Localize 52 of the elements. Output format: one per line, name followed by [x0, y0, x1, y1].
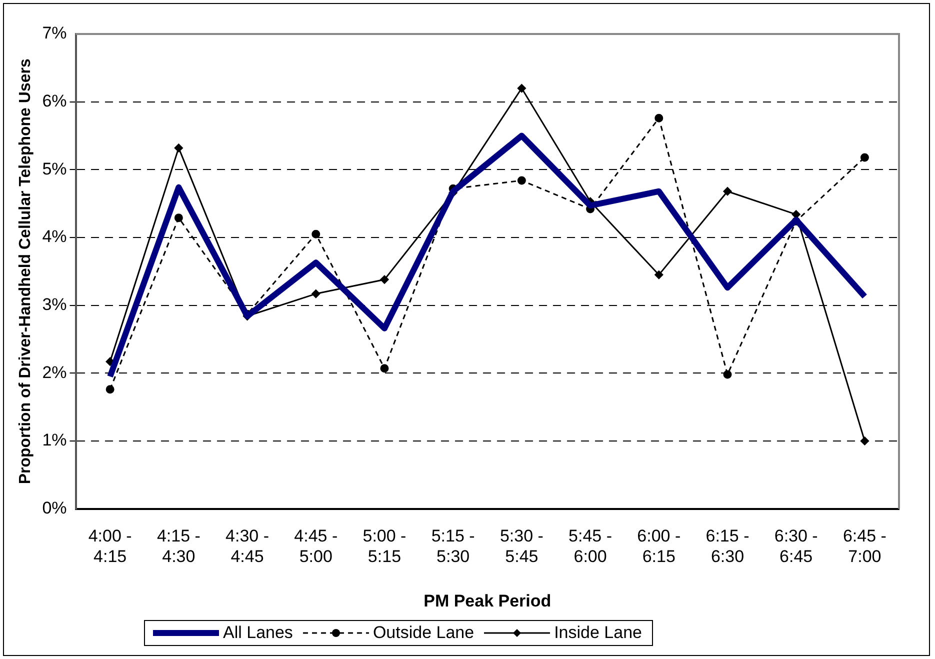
y-tick-label: 5% [42, 159, 67, 178]
category-label: 4:45 - [294, 526, 338, 546]
category-label: 6:45 [780, 547, 813, 566]
point [517, 176, 526, 185]
category-label: 5:00 - [362, 526, 406, 546]
point [380, 275, 389, 284]
point [174, 214, 183, 222]
category-label: 4:30 - [226, 526, 270, 546]
y-tick-label: 7% [42, 24, 67, 43]
category-label: 5:15 [368, 547, 402, 566]
category-label: 4:00 - [88, 526, 132, 546]
category-label: 6:30 - [774, 526, 818, 546]
category-label: 6:15 - [706, 526, 750, 546]
category-label: 5:15 - [431, 526, 475, 546]
point [380, 364, 389, 373]
point [517, 84, 526, 93]
point [654, 270, 664, 280]
point [723, 187, 732, 196]
category-label: 6:00 [574, 547, 607, 566]
category-label: 7:00 [848, 547, 882, 566]
category-label: 4:15 - [156, 526, 200, 546]
category-label: 4:30 [162, 547, 196, 566]
category-label: 4:45 [230, 547, 264, 566]
legend-label: Inside Lane [554, 623, 642, 643]
y-tick-label: 4% [42, 227, 67, 246]
category-label: 5:00 [299, 547, 332, 566]
point [106, 385, 114, 394]
legend-label: All Lanes [223, 623, 293, 643]
y-tick-label: 6% [42, 92, 67, 111]
y-tick-label: 1% [42, 430, 67, 450]
y-tick-label: 2% [42, 362, 67, 382]
category-label: 6:45 - [842, 526, 886, 546]
point [860, 436, 869, 446]
category-label: 5:30 [436, 547, 470, 566]
point [860, 153, 869, 162]
point [312, 290, 320, 298]
legend-label: Outside Lane [372, 623, 474, 643]
category-label: 4:15 [94, 547, 127, 566]
y-tick-label: 0% [42, 498, 67, 518]
point [723, 370, 732, 379]
category-label: 6:30 [710, 547, 744, 566]
category-label: 5:30 - [500, 526, 544, 546]
category-label: 5:45 [505, 547, 538, 566]
point [174, 144, 183, 152]
point [654, 114, 664, 122]
x-axis-title: PM Peak Period [424, 591, 552, 610]
category-label: 6:15 [642, 547, 676, 566]
point [312, 230, 320, 238]
y-tick-label: 3% [42, 295, 67, 314]
category-label: 6:00 - [637, 526, 681, 546]
category-label: 5:45 - [568, 526, 612, 546]
y-axis-title: Proportion of Driver-Handheld Cellular Telephone Users [17, 58, 34, 484]
